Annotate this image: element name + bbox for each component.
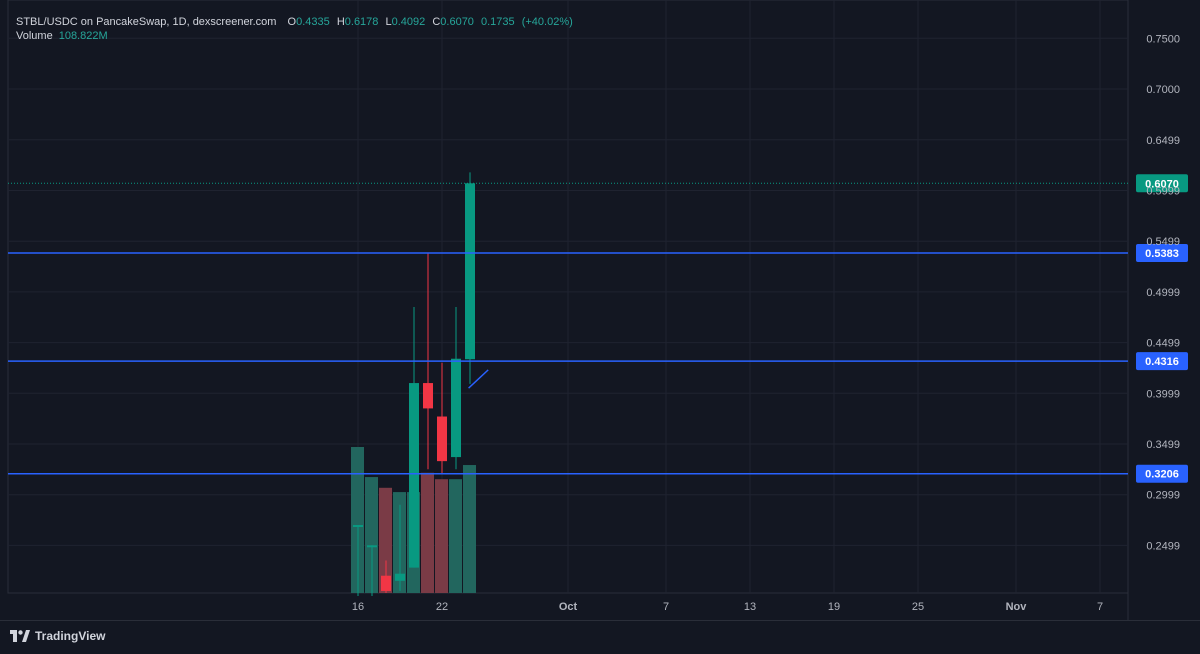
x-tick-label: 22 [436,601,448,613]
change-percent: (+40.02%) [521,16,573,28]
level-price-tag [1136,464,1188,483]
y-tick-label: 0.7000 [1146,84,1180,96]
level-price-label: 0.4316 [1145,356,1179,368]
price-chart[interactable]: 0.5383 0.4316 0.3206 0.6070 0.2499 0.2999 0.3… [0,0,1200,620]
last-price-tag [1136,174,1188,193]
volume-bar [463,465,476,593]
high-value: 0.6178 [344,16,379,28]
candle-body [465,183,475,360]
low-value: 0.4092 [391,16,426,28]
symbol-legend: STBL/USDC on PancakeSwap, 1D, dexscreene… [16,14,573,30]
y-tick-label: 0.3499 [1146,439,1180,451]
volume-label: Volume [16,30,53,42]
candle-body [353,525,363,528]
change-value: 0.1735 [481,16,515,28]
candle-body [437,416,447,462]
close-label: C [432,16,441,28]
trendline [468,369,489,389]
tradingview-logo-icon [10,630,30,642]
volume-bar [365,477,378,593]
level-price-label: 0.3206 [1145,469,1179,481]
open-value: 0.4335 [296,16,330,28]
y-tick-label: 0.7500 [1146,33,1180,45]
low-label: L [385,16,392,28]
volume-value: 108.822M [58,30,108,42]
candle-body [409,383,419,568]
y-tick-label: 0.4999 [1146,287,1180,299]
tradingview-logo[interactable]: TradingView [10,629,105,643]
y-tick-label: 0.3999 [1146,388,1180,400]
close-value: 0.6070 [440,16,474,28]
x-tick-label: 25 [912,601,924,613]
x-tick-label: Nov [1006,601,1028,613]
high-label: H [336,16,345,28]
level-price-tag [1136,352,1188,371]
last-price-label: 0.6070 [1145,178,1179,190]
volume-bar [351,447,364,593]
volume-bar [379,487,392,593]
footer-bar: TradingView [0,620,1200,654]
y-tick-label: 0.5499 [1146,236,1180,248]
volume-legend: Volume 108.822M [16,30,108,42]
candle-body [423,383,433,409]
candle-body [367,545,377,548]
volume-bar [421,472,434,593]
x-tick-label: 19 [828,601,840,613]
x-tick-label: 7 [1097,601,1103,613]
volume-bar [435,479,448,593]
y-tick-label: 0.6499 [1146,135,1180,147]
candle-body [451,358,461,458]
x-tick-label: 16 [352,601,364,613]
tradingview-brand: TradingView [35,629,106,643]
y-tick-label: 0.5999 [1146,186,1180,198]
y-tick-label: 0.2499 [1146,540,1180,552]
y-tick-label: 0.2999 [1146,490,1180,502]
level-price-tag [1136,243,1188,262]
open-label: O [287,16,297,28]
x-tick-label: Oct [559,601,578,613]
y-tick-label: 0.4499 [1146,338,1180,350]
candle-body [395,573,405,581]
x-tick-label: 13 [744,601,756,613]
symbol-title: STBL/USDC on PancakeSwap, 1D, dexscreene… [16,16,277,28]
level-price-label: 0.5383 [1145,248,1179,260]
x-tick-label: 7 [663,601,669,613]
candle-body [381,575,391,591]
volume-bar [449,479,462,593]
